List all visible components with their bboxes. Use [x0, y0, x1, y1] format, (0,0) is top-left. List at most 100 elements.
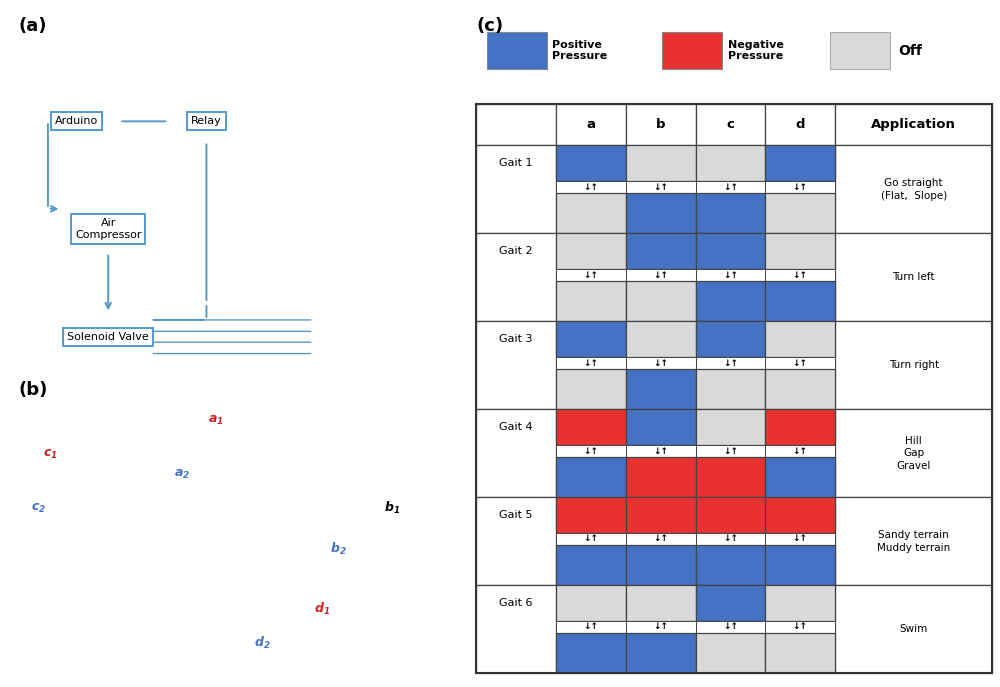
Bar — [556, 545, 626, 585]
Text: (c): (c) — [476, 17, 503, 35]
Text: Application: Application — [871, 118, 956, 131]
Bar — [830, 32, 890, 69]
Bar — [765, 181, 835, 194]
Text: Off: Off — [898, 44, 922, 58]
Bar — [662, 32, 722, 69]
Text: Hill
Gap
Gravel: Hill Gap Gravel — [896, 436, 931, 471]
Bar — [765, 545, 835, 585]
Bar — [765, 444, 835, 458]
Text: ↓↑: ↓↑ — [653, 534, 668, 543]
Bar — [556, 633, 626, 673]
Text: a: a — [587, 118, 596, 131]
Bar — [696, 532, 765, 545]
Bar — [556, 357, 626, 370]
Bar — [696, 181, 765, 194]
Bar — [626, 269, 696, 282]
Bar — [765, 322, 835, 357]
Text: $\bfit{b}_2$: $\bfit{b}_2$ — [330, 541, 346, 557]
Bar — [835, 497, 992, 585]
Bar — [476, 146, 556, 234]
Bar — [626, 181, 696, 194]
Bar — [765, 282, 835, 322]
Bar — [626, 357, 696, 370]
Bar — [696, 497, 765, 532]
Text: Positive
Pressure: Positive Pressure — [552, 40, 607, 61]
Bar — [476, 585, 556, 673]
Bar — [696, 269, 765, 282]
Text: ↓↑: ↓↑ — [584, 622, 599, 631]
Text: $\bfit{c}_1$: $\bfit{c}_1$ — [43, 448, 57, 461]
Bar — [696, 282, 765, 322]
Text: ↓↑: ↓↑ — [723, 359, 738, 368]
Bar — [626, 282, 696, 322]
Text: Gait 1: Gait 1 — [499, 158, 533, 168]
Bar — [765, 269, 835, 282]
Text: ↓↑: ↓↑ — [793, 183, 808, 192]
Bar — [556, 282, 626, 322]
Bar — [626, 409, 696, 444]
Text: Arduino: Arduino — [55, 116, 99, 126]
Bar — [626, 104, 696, 146]
Text: Gait 2: Gait 2 — [499, 246, 533, 256]
Bar — [556, 620, 626, 633]
Text: ↓↑: ↓↑ — [793, 534, 808, 543]
Text: ↓↑: ↓↑ — [793, 359, 808, 368]
Bar — [476, 409, 556, 497]
Bar — [696, 444, 765, 458]
Text: d: d — [795, 118, 805, 131]
Bar — [696, 357, 765, 370]
Bar — [476, 104, 992, 673]
Text: Gait 5: Gait 5 — [499, 510, 533, 520]
Bar — [626, 585, 696, 620]
Text: ↓↑: ↓↑ — [723, 622, 738, 631]
Bar — [556, 104, 626, 146]
Bar — [556, 322, 626, 357]
Bar — [626, 458, 696, 497]
Text: ↓↑: ↓↑ — [723, 534, 738, 543]
Text: ↓↑: ↓↑ — [793, 271, 808, 280]
Text: Gait 3: Gait 3 — [499, 334, 533, 344]
Bar — [556, 497, 626, 532]
Text: ↓↑: ↓↑ — [653, 183, 668, 192]
Text: $\bfit{d}_1$: $\bfit{d}_1$ — [314, 601, 331, 618]
Text: Gait 6: Gait 6 — [499, 598, 533, 608]
Text: ↓↑: ↓↑ — [653, 447, 668, 455]
Bar — [556, 458, 626, 497]
Bar — [556, 269, 626, 282]
Bar — [696, 370, 765, 409]
Bar — [476, 104, 556, 146]
Text: Gait 4: Gait 4 — [499, 422, 533, 432]
Text: Swim: Swim — [900, 624, 928, 634]
Bar — [696, 545, 765, 585]
Bar — [765, 585, 835, 620]
Bar — [476, 322, 556, 409]
Text: ↓↑: ↓↑ — [584, 271, 599, 280]
Bar — [556, 409, 626, 444]
Bar — [765, 357, 835, 370]
Text: ↓↑: ↓↑ — [584, 447, 599, 455]
Text: ↓↑: ↓↑ — [584, 359, 599, 368]
Bar — [765, 497, 835, 532]
Bar — [626, 444, 696, 458]
Bar — [765, 633, 835, 673]
Bar — [626, 633, 696, 673]
Text: Negative
Pressure: Negative Pressure — [728, 40, 784, 61]
Bar — [626, 497, 696, 532]
Bar — [835, 322, 992, 409]
Bar — [696, 104, 765, 146]
Bar — [835, 234, 992, 322]
Bar — [626, 545, 696, 585]
Text: ↓↑: ↓↑ — [793, 622, 808, 631]
Bar — [696, 322, 765, 357]
Bar — [765, 194, 835, 234]
Bar — [626, 620, 696, 633]
Text: $\bfit{d}_2$: $\bfit{d}_2$ — [254, 635, 271, 651]
Text: Turn right: Turn right — [889, 361, 939, 370]
Text: ↓↑: ↓↑ — [653, 359, 668, 368]
Bar — [696, 409, 765, 444]
Bar — [556, 585, 626, 620]
Text: c: c — [726, 118, 734, 131]
Bar — [476, 497, 556, 585]
Text: ↓↑: ↓↑ — [584, 534, 599, 543]
Text: ↓↑: ↓↑ — [723, 447, 738, 455]
